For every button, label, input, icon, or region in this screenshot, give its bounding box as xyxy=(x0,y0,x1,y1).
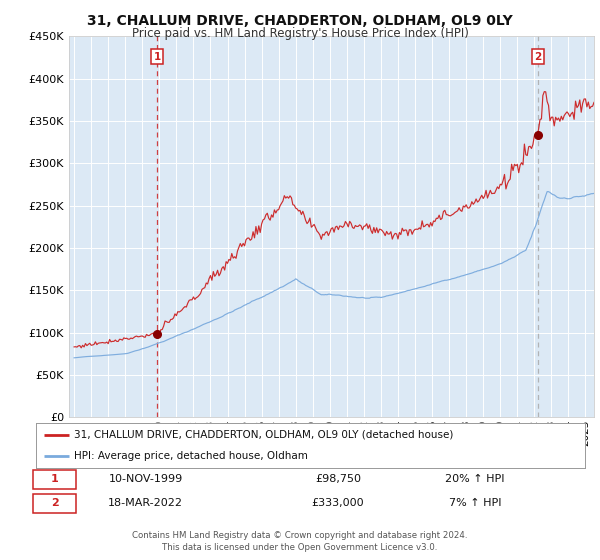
Text: 2: 2 xyxy=(51,498,59,508)
Text: This data is licensed under the Open Government Licence v3.0.: This data is licensed under the Open Gov… xyxy=(163,543,437,552)
Text: 31, CHALLUM DRIVE, CHADDERTON, OLDHAM, OL9 0LY: 31, CHALLUM DRIVE, CHADDERTON, OLDHAM, O… xyxy=(87,14,513,28)
Text: 7% ↑ HPI: 7% ↑ HPI xyxy=(449,498,502,508)
Text: 2: 2 xyxy=(534,52,542,62)
Text: £98,750: £98,750 xyxy=(315,474,361,484)
Text: HPI: Average price, detached house, Oldham: HPI: Average price, detached house, Oldh… xyxy=(74,450,308,460)
Text: 20% ↑ HPI: 20% ↑ HPI xyxy=(445,474,505,484)
Text: Contains HM Land Registry data © Crown copyright and database right 2024.: Contains HM Land Registry data © Crown c… xyxy=(132,531,468,540)
Text: 1: 1 xyxy=(51,474,59,484)
Text: 31, CHALLUM DRIVE, CHADDERTON, OLDHAM, OL9 0LY (detached house): 31, CHALLUM DRIVE, CHADDERTON, OLDHAM, O… xyxy=(74,430,454,440)
Text: 10-NOV-1999: 10-NOV-1999 xyxy=(109,474,183,484)
Text: 1: 1 xyxy=(154,52,161,62)
Text: 18-MAR-2022: 18-MAR-2022 xyxy=(109,498,184,508)
FancyBboxPatch shape xyxy=(33,470,76,489)
FancyBboxPatch shape xyxy=(33,494,76,513)
Text: Price paid vs. HM Land Registry's House Price Index (HPI): Price paid vs. HM Land Registry's House … xyxy=(131,27,469,40)
Text: £333,000: £333,000 xyxy=(311,498,364,508)
